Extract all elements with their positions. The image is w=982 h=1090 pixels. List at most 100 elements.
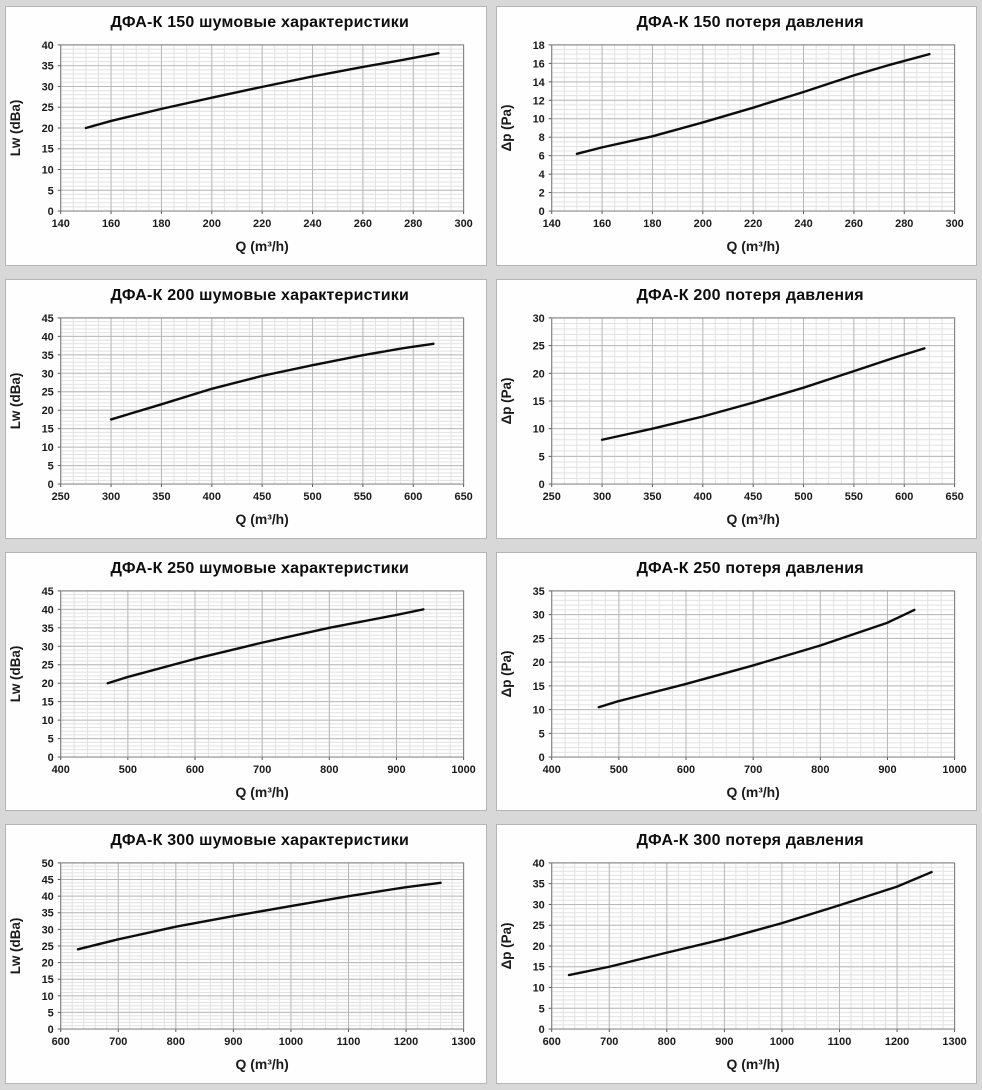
svg-text:0: 0 [538, 1024, 544, 1036]
chart-panel-dfa-k-150-noise: ДФА-К 150 шумовые характеристики 140 160 1… [5, 6, 487, 266]
svg-text:25: 25 [42, 386, 54, 398]
svg-text:4: 4 [538, 169, 545, 181]
svg-text:600: 600 [895, 491, 913, 503]
svg-text:800: 800 [320, 763, 338, 775]
svg-text:Lw (dBa): Lw (dBa) [8, 645, 23, 702]
chart-panel-dfa-k-300-pressure: ДФА-К 300 потеря давления 600 700 800 900 10… [495, 824, 977, 1084]
svg-text:5: 5 [48, 460, 54, 472]
svg-text:1200: 1200 [884, 1036, 908, 1048]
svg-text:30: 30 [42, 368, 54, 380]
svg-text:140: 140 [542, 218, 560, 230]
svg-text:12: 12 [532, 95, 544, 107]
svg-text:5: 5 [538, 1004, 544, 1016]
svg-text:1000: 1000 [279, 1036, 303, 1048]
svg-text:800: 800 [811, 763, 829, 775]
svg-text:500: 500 [794, 491, 812, 503]
svg-text:30: 30 [532, 900, 544, 912]
svg-text:5: 5 [48, 733, 54, 745]
svg-text:Lw (dBa): Lw (dBa) [8, 372, 23, 429]
svg-text:5: 5 [48, 185, 54, 197]
svg-text:160: 160 [592, 218, 610, 230]
svg-text:35: 35 [42, 350, 54, 362]
svg-text:400: 400 [203, 491, 221, 503]
svg-text:Δp (Pa): Δp (Pa) [498, 105, 513, 152]
svg-text:400: 400 [52, 763, 70, 775]
svg-text:10: 10 [532, 704, 544, 716]
svg-text:700: 700 [600, 1036, 618, 1048]
svg-text:600: 600 [676, 763, 694, 775]
chart-panel-dfa-k-250-pressure: ДФА-К 250 потеря давления 400 500 600 700 80… [495, 551, 977, 812]
chart-title: ДФА-К 200 шумовые характеристики [110, 286, 410, 304]
svg-text:25: 25 [42, 659, 54, 671]
svg-text:2: 2 [538, 188, 544, 200]
svg-text:900: 900 [224, 1036, 242, 1048]
svg-text:Q (m³/h): Q (m³/h) [236, 783, 289, 799]
svg-text:Δp (Pa): Δp (Pa) [498, 650, 513, 697]
chart-plot-dfa-k-300-pressure: 600 700 800 900 1000 1100 1200 1300 0 5 10 15 20 25 30… [498, 858, 966, 1072]
svg-text:10: 10 [532, 983, 544, 995]
svg-text:40: 40 [42, 604, 54, 616]
svg-text:500: 500 [609, 763, 627, 775]
chart-title: ДФА-К 200 потеря давления [636, 286, 864, 304]
svg-text:1000: 1000 [942, 763, 966, 775]
svg-text:0: 0 [538, 752, 544, 764]
svg-text:10: 10 [532, 114, 544, 126]
svg-text:1100: 1100 [827, 1036, 851, 1048]
svg-text:15: 15 [42, 144, 54, 156]
svg-text:700: 700 [253, 763, 271, 775]
svg-text:1100: 1100 [337, 1036, 361, 1048]
svg-text:14: 14 [532, 77, 545, 89]
chart-title: ДФА-К 250 шумовые характеристики [110, 559, 410, 577]
svg-text:300: 300 [592, 491, 610, 503]
chart-plot-dfa-k-200-noise: 250 300 350 400 450 500 550 600 650 0 5 10 15 20 25 30 3… [8, 313, 473, 527]
svg-text:1000: 1000 [769, 1036, 793, 1048]
svg-text:Q (m³/h): Q (m³/h) [726, 511, 779, 527]
svg-text:30: 30 [42, 925, 54, 937]
svg-text:1000: 1000 [451, 763, 475, 775]
svg-text:40: 40 [42, 331, 54, 343]
svg-text:220: 220 [744, 218, 762, 230]
svg-text:260: 260 [354, 218, 372, 230]
svg-text:Q (m³/h): Q (m³/h) [726, 1056, 779, 1072]
svg-text:220: 220 [253, 218, 271, 230]
svg-text:900: 900 [878, 763, 896, 775]
svg-text:Δp (Pa): Δp (Pa) [498, 923, 513, 970]
chart-title: ДФА-К 300 шумовые характеристики [110, 832, 410, 850]
svg-text:6: 6 [538, 151, 544, 163]
svg-text:450: 450 [253, 491, 271, 503]
svg-text:250: 250 [542, 491, 560, 503]
chart-plot-dfa-k-150-pressure: 140 160 180 200 220 240 260 280 300 0 2 4 6 8 10 12 14 16… [498, 40, 963, 254]
svg-text:45: 45 [42, 313, 54, 325]
svg-text:50: 50 [42, 858, 54, 870]
chart-title: ДФА-К 300 потеря давления [636, 832, 864, 850]
svg-text:300: 300 [102, 491, 120, 503]
svg-text:30: 30 [42, 81, 54, 93]
chart-title: ДФА-К 250 потеря давления [636, 559, 864, 577]
svg-text:900: 900 [387, 763, 405, 775]
svg-text:1300: 1300 [942, 1036, 966, 1048]
svg-text:30: 30 [42, 641, 54, 653]
svg-text:10: 10 [42, 442, 54, 454]
svg-text:30: 30 [532, 609, 544, 621]
svg-text:0: 0 [538, 206, 544, 218]
svg-text:600: 600 [52, 1036, 70, 1048]
svg-text:550: 550 [844, 491, 862, 503]
svg-text:25: 25 [42, 102, 54, 114]
svg-text:550: 550 [354, 491, 372, 503]
svg-text:20: 20 [532, 657, 544, 669]
svg-text:260: 260 [844, 218, 862, 230]
svg-text:10: 10 [532, 423, 544, 435]
svg-text:Lw (dBa): Lw (dBa) [8, 918, 23, 975]
svg-text:45: 45 [42, 875, 54, 887]
svg-text:250: 250 [52, 491, 70, 503]
svg-text:15: 15 [532, 680, 544, 692]
svg-text:18: 18 [532, 40, 544, 52]
svg-text:180: 180 [152, 218, 170, 230]
svg-text:0: 0 [48, 1024, 54, 1036]
svg-text:900: 900 [715, 1036, 733, 1048]
svg-text:Lw (dBa): Lw (dBa) [8, 100, 23, 157]
svg-text:160: 160 [102, 218, 120, 230]
svg-text:650: 650 [454, 491, 472, 503]
svg-text:15: 15 [532, 396, 544, 408]
